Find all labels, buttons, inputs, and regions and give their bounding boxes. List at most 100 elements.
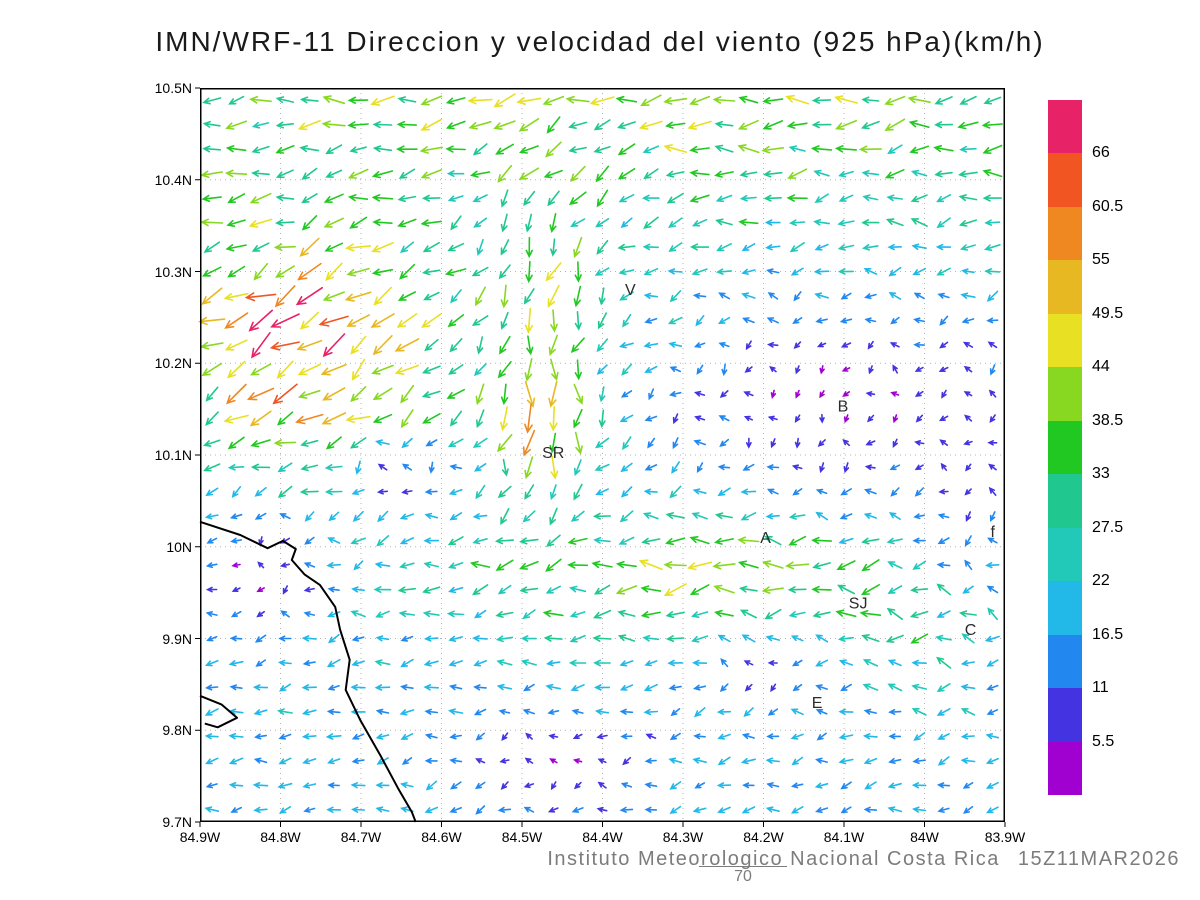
wind-arrow [545,683,561,691]
wind-arrow [989,511,996,523]
wind-arrow [375,610,390,618]
station-label-b: B [838,399,849,416]
y-axis-tick-label: 9.9N [162,630,192,647]
wind-arrow [691,512,708,520]
wind-arrow [550,455,559,480]
wind-arrow [861,169,880,177]
wind-arrow [252,782,269,789]
wind-arrow [913,513,925,520]
colorbar-tick-label: 55 [1092,251,1110,269]
wind-arrow [396,313,418,328]
wind-arrow [669,485,682,499]
wind-arrow [935,634,952,642]
wind-arrow [400,384,415,404]
wind-arrow [958,219,977,227]
wind-arrow [303,807,316,813]
wind-arrow [572,758,583,764]
wind-arrow [397,195,417,203]
wind-arrow [691,659,708,667]
wind-arrow [861,537,880,545]
wind-arrow [767,660,778,666]
wind-arrow [302,660,316,667]
wind-arrow [274,285,296,308]
wind-arrow [474,781,486,790]
wind-arrow [787,586,807,594]
wind-arrow [351,358,366,381]
wind-arrow [246,387,275,401]
wind-arrow [323,217,344,228]
plot-border [200,88,1005,822]
wind-arrow [985,757,999,765]
wind-arrow [304,536,315,545]
wind-arrow [472,194,488,203]
wind-arrow [912,267,927,276]
wind-arrow [939,341,949,349]
wind-arrow [501,732,509,742]
wind-arrow [448,635,463,642]
wind-arrow [934,170,953,178]
wind-arrow [372,413,393,424]
wind-arrow [595,437,610,449]
wind-arrow [299,488,319,496]
station-label-c: C [965,622,977,639]
wind-arrow [812,562,831,570]
colorbar-segment [1048,153,1082,208]
wind-arrow [861,219,880,227]
wind-arrow [815,807,829,813]
wind-arrow [693,733,706,740]
wind-arrow [837,635,854,642]
wind-arrow [671,461,680,474]
wind-arrow [299,237,320,257]
wind-arrow [375,782,390,789]
wind-arrow [351,635,365,642]
wind-arrow [249,410,272,427]
wind-arrow [819,365,825,375]
wind-arrow [617,243,636,251]
wind-arrow [568,121,588,129]
wind-arrow [642,145,660,154]
wind-arrow [548,334,558,356]
wind-arrow [742,317,755,324]
wind-arrow [372,218,393,226]
wind-arrow [668,217,683,229]
wind-arrow [745,437,752,449]
wind-arrow [739,170,758,178]
wind-arrow [302,758,317,765]
wind-arrow [715,268,732,275]
wind-arrow [400,241,415,254]
wind-arrow [423,561,440,568]
wind-arrow [500,311,509,330]
wind-arrow [320,363,347,376]
colorbar-tick-label: 49.5 [1092,304,1124,322]
wind-arrow [524,403,533,434]
wind-arrow [519,586,539,594]
wind-arrow [638,120,663,130]
wind-arrow [838,537,854,545]
wind-arrow [375,439,390,446]
coastline [199,520,417,823]
wind-arrow [713,584,735,594]
wind-arrow [228,757,244,765]
wind-arrow [619,684,634,691]
wind-arrow [570,684,585,692]
wind-arrow [202,145,222,153]
wind-arrow [712,561,736,570]
colorbar-tick-label: 11 [1092,679,1109,697]
wind-arrow [447,536,464,546]
wind-arrow [935,243,952,251]
wind-arrow [201,194,222,203]
wind-arrow [843,462,850,474]
wind-arrow [446,388,465,399]
wind-arrow [817,439,826,447]
wind-arrow [589,96,615,106]
wind-arrow [913,317,926,324]
wind-arrow [275,265,295,278]
wind-arrow [936,782,951,789]
wind-arrow [912,806,927,813]
wind-arrow [278,806,292,814]
wind-arrow [620,390,633,398]
wind-arrow [689,194,710,203]
wind-arrow [840,806,852,814]
wind-arrow [422,586,441,594]
